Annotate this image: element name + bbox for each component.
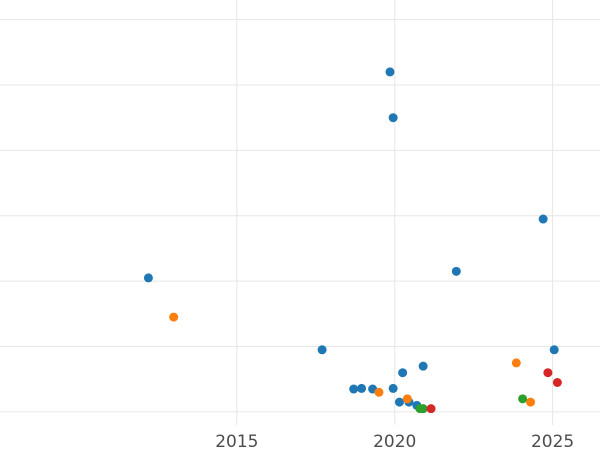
scatter-point bbox=[418, 404, 428, 414]
scatter-point bbox=[388, 383, 398, 393]
scatter-point bbox=[143, 273, 153, 283]
scatter-point bbox=[402, 394, 412, 404]
scatter-point bbox=[385, 67, 395, 77]
scatter-point bbox=[169, 312, 179, 322]
scatter-point bbox=[388, 113, 398, 123]
grid-layer bbox=[0, 0, 600, 425]
data-points bbox=[143, 67, 562, 414]
x-tick-label-2025: 2025 bbox=[531, 432, 574, 450]
scatter-point bbox=[526, 397, 536, 407]
x-tick-label-2015: 2015 bbox=[215, 432, 258, 450]
scatter-point bbox=[349, 384, 359, 394]
scatter-point bbox=[317, 345, 327, 355]
scatter-point bbox=[426, 404, 436, 414]
scatter-point bbox=[549, 345, 559, 355]
scatter-point bbox=[357, 383, 367, 393]
series-2 bbox=[415, 394, 528, 414]
scatter-point bbox=[511, 358, 521, 368]
series-1 bbox=[169, 312, 536, 407]
series-3 bbox=[426, 368, 562, 414]
scatter-point bbox=[552, 378, 562, 387]
scatter-point bbox=[394, 397, 404, 407]
scatter-point bbox=[398, 368, 408, 378]
x-tick-label-2020: 2020 bbox=[373, 432, 416, 450]
scatter-point bbox=[518, 394, 528, 404]
scatter-point bbox=[538, 214, 548, 224]
scatter-point bbox=[418, 361, 428, 371]
scatter-point bbox=[451, 266, 461, 276]
x-tick-labels: 2015 2020 2025 bbox=[215, 432, 574, 450]
scatter-point bbox=[374, 387, 384, 397]
scatter-point bbox=[543, 368, 553, 378]
series-0 bbox=[143, 67, 559, 410]
